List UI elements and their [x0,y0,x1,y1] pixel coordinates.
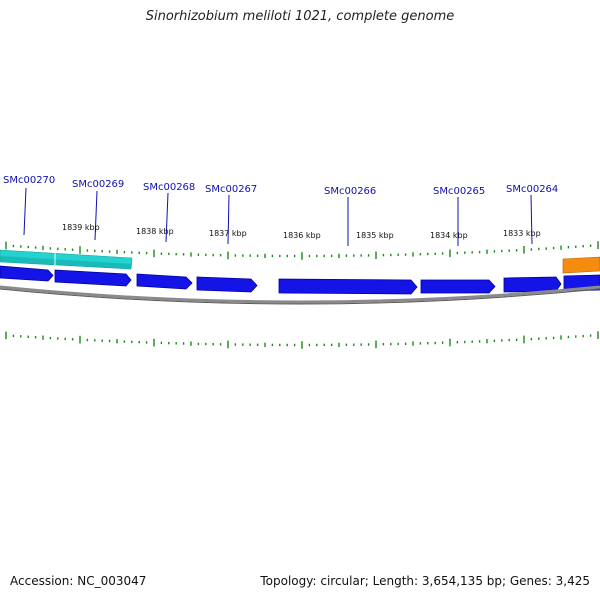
gene-label-smc00264[interactable]: SMc00264 [506,184,558,195]
gene-label-smc00265[interactable]: SMc00265 [433,186,485,197]
gene-label-smc00270[interactable]: SMc00270 [3,175,55,186]
genome-title: Sinorhizobium meliloti 1021, complete ge… [145,9,455,24]
leader-smc00264 [530,194,533,245]
kbp-label-1837: 1837 kbp [209,229,247,238]
inner-tick-row [5,331,599,349]
genome-backbone-shadow [0,288,600,305]
gene-leader-lines [23,187,533,246]
gene-arrow-smc00267[interactable] [196,276,258,293]
gene-labels: SMc00270 SMc00269 SMc00268 SMc00267 SMc0… [3,175,558,197]
accession-text: Accession: NC_003047 [10,574,147,588]
gene-arrow-smc00266[interactable] [278,278,418,295]
gene-label-smc00269[interactable]: SMc00269 [72,179,124,190]
genome-backbone [0,285,600,304]
leader-smc00269 [94,190,98,241]
kbp-label-1835: 1835 kbp [356,231,394,240]
kbp-label-1836: 1836 kbp [283,231,321,240]
gene-track [0,265,600,295]
kbp-label-1838: 1838 kbp [136,227,174,236]
leader-smc00267 [227,194,230,245]
gene-label-smc00268[interactable]: SMc00268 [143,182,195,193]
gene-label-smc00266[interactable]: SMc00266 [324,186,376,197]
genome-summary-text: Topology: circular; Length: 3,654,135 bp… [260,574,590,588]
kbp-label-1839: 1839 kbp [62,223,100,232]
outer-tick-row [5,241,599,260]
orange-feature-bar[interactable] [562,256,600,274]
gene-label-smc00267[interactable]: SMc00267 [205,184,257,195]
feature-track [0,249,600,274]
kbp-label-1834: 1834 kbp [430,231,468,240]
gene-arrow-smc00264[interactable] [503,276,562,293]
cyan-feature-bar-shade [0,256,132,269]
leader-smc00268 [165,192,169,243]
kbp-label-1833: 1833 kbp [503,229,541,238]
kbp-scale-labels: 1839 kbp 1838 kbp 1837 kbp 1836 kbp 1835… [62,223,541,240]
gene-arrow-smc00270[interactable] [0,265,54,282]
gene-arrow-smc00265[interactable] [420,279,496,294]
gene-arrow-smc00268[interactable] [136,273,193,290]
leader-smc00270 [23,187,27,236]
gene-arrow-smc00269[interactable] [54,269,132,287]
